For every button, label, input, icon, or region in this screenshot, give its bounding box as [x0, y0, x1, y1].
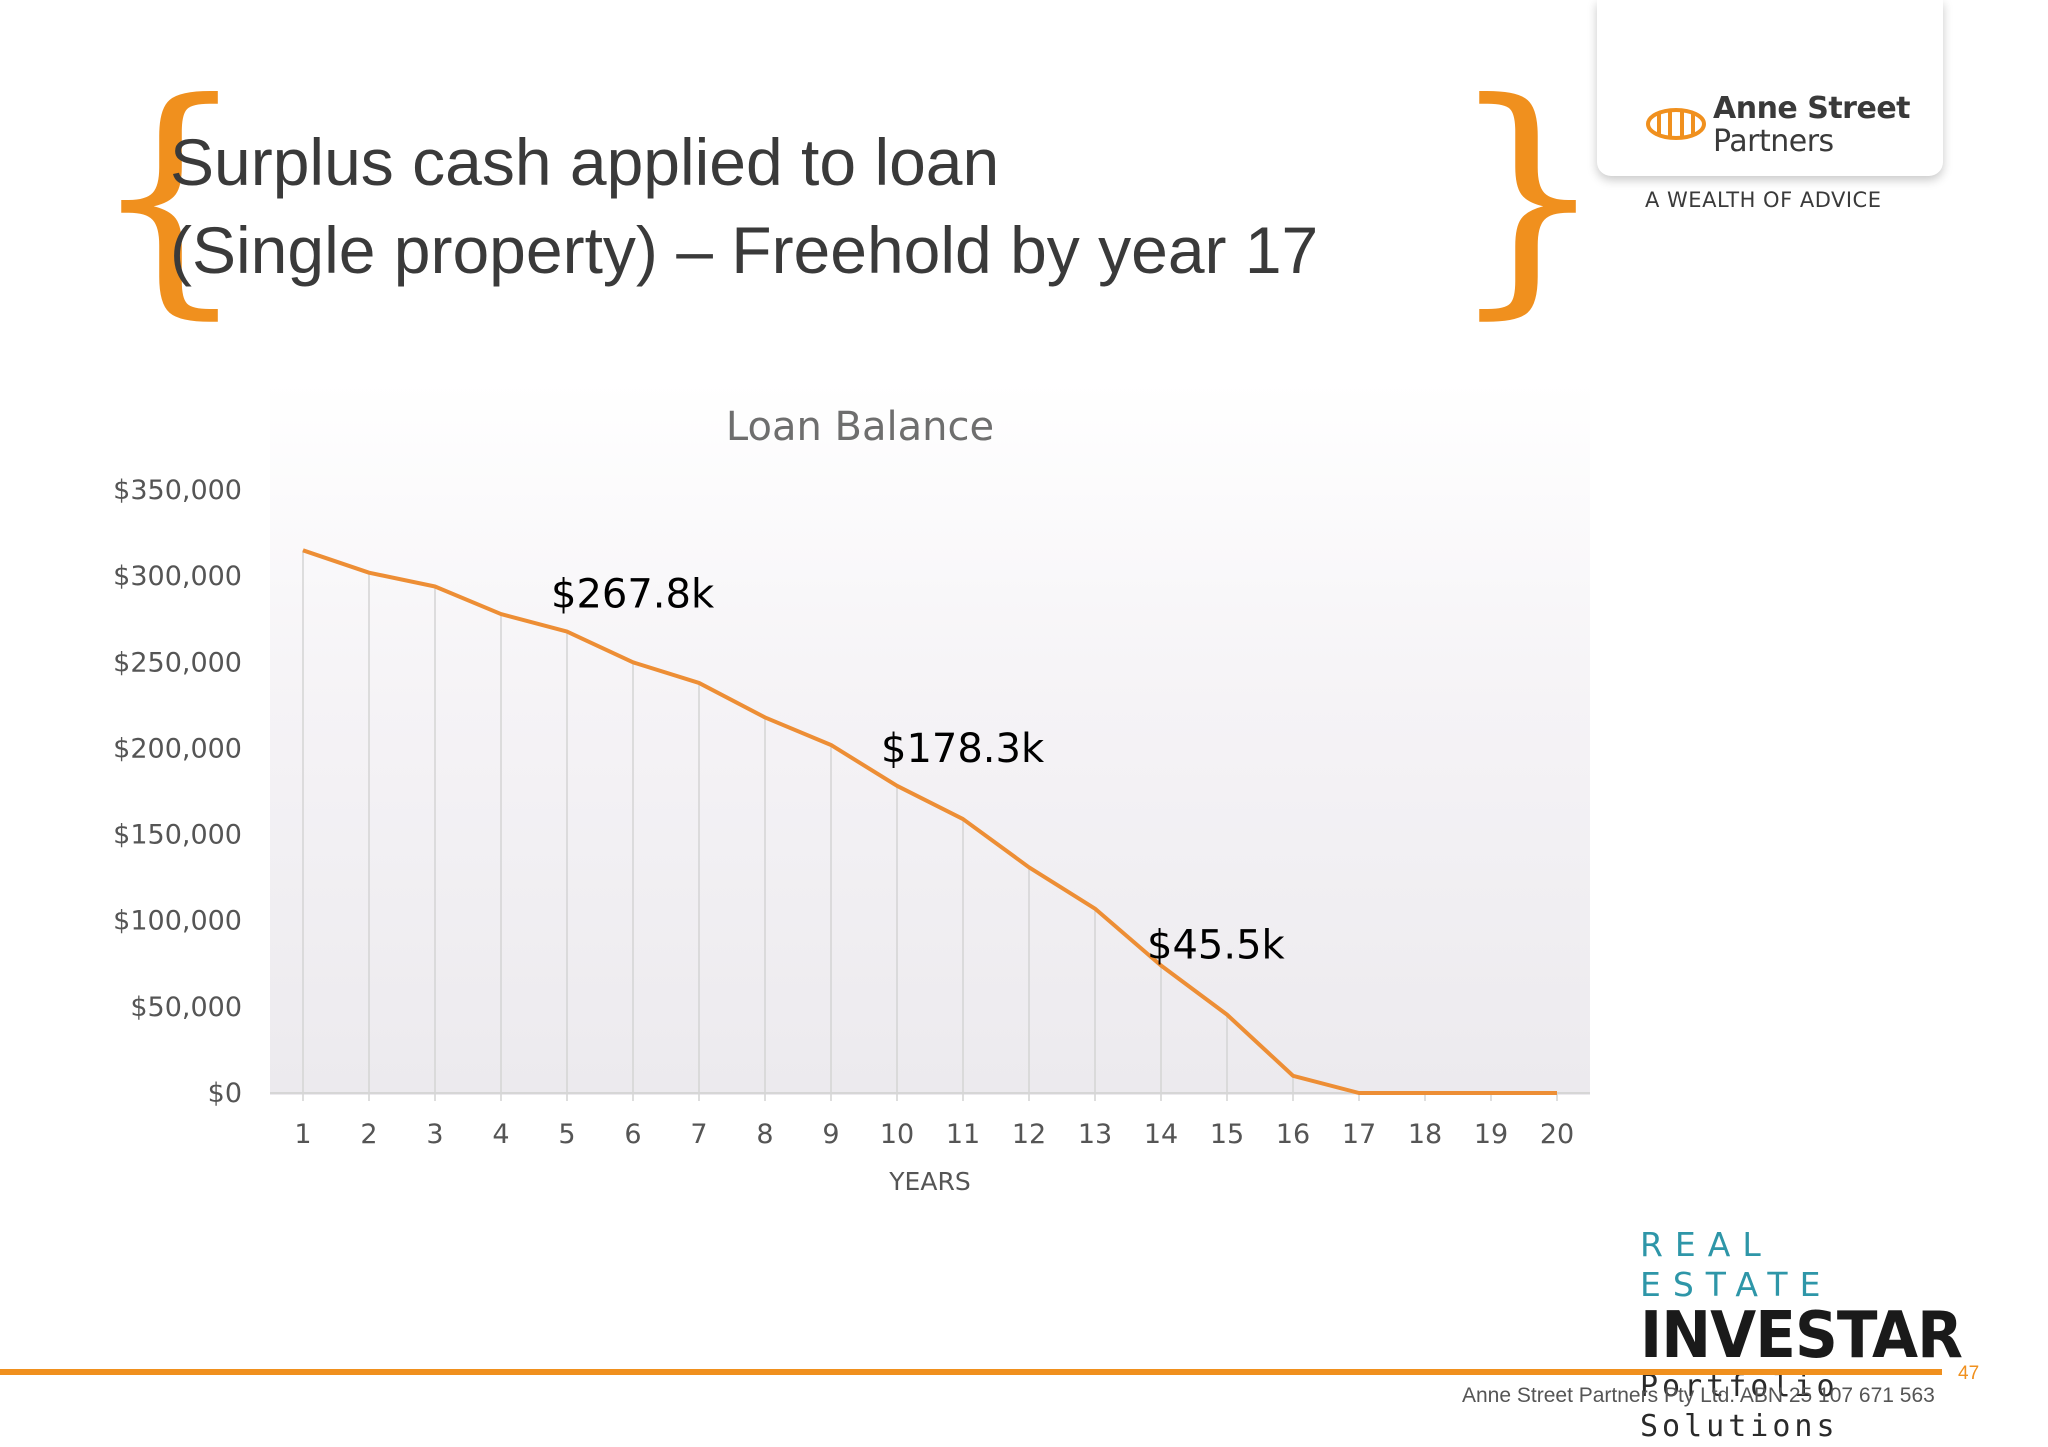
- logo-tagline: A WEALTH OF ADVICE: [1645, 188, 1882, 212]
- footer-rule: [0, 1369, 1942, 1375]
- x-tick-label: 19: [1474, 1119, 1508, 1150]
- x-tick-label: 9: [822, 1119, 839, 1150]
- slide-title-line2: (Single property) – Freehold by year 17: [170, 213, 1319, 287]
- slide-title-line1: Surplus cash applied to loan: [170, 125, 1000, 199]
- x-tick-label: 15: [1210, 1119, 1244, 1150]
- data-label: $267.8k: [551, 572, 715, 618]
- x-tick-label: 17: [1342, 1119, 1376, 1150]
- x-axis-label: YEARS: [888, 1167, 970, 1196]
- y-tick-label: $50,000: [130, 992, 242, 1023]
- loan-balance-chart: Loan Balance $0 $50,000 $100,000 $150,000 $2…: [113, 404, 1590, 1196]
- chart-plot-background: [270, 380, 1590, 1095]
- x-tick-label: 7: [690, 1119, 707, 1150]
- x-tick-label: 13: [1078, 1119, 1112, 1150]
- y-tick-label: $100,000: [113, 906, 242, 937]
- y-tick-label: $300,000: [113, 561, 242, 592]
- y-tick-label: $250,000: [113, 647, 242, 678]
- y-tick-label: $350,000: [113, 475, 242, 506]
- real-estate-investar-logo: REAL ESTATE INVESTAR Portfolio Solutions: [1640, 1225, 1980, 1447]
- x-tick-label: 18: [1408, 1119, 1442, 1150]
- y-tick-label: $200,000: [113, 733, 242, 764]
- logo-name: Anne Street Partners: [1713, 91, 1911, 159]
- anne-street-logo: Anne Street Partners: [1597, 0, 1943, 176]
- logo-name-line2: Partners: [1713, 124, 1834, 159]
- x-tick-label: 6: [624, 1119, 641, 1150]
- x-axis: 1 2 3 4 5 6 7 8 9 10 11 12 13 14 15 16 17 18 19 20: [294, 1119, 1574, 1150]
- logo-mark-icon: [1646, 108, 1706, 140]
- x-tick-label: 1: [294, 1119, 311, 1150]
- y-axis: $0 $50,000 $100,000 $150,000 $200,000 $250,00…: [113, 475, 242, 1109]
- x-tick-label: 5: [558, 1119, 575, 1150]
- page-number: 47: [1958, 1363, 1980, 1384]
- x-tick-label: 14: [1144, 1119, 1178, 1150]
- data-label: $178.3k: [881, 726, 1045, 772]
- y-tick-label: $150,000: [113, 820, 242, 851]
- x-tick-label: 4: [492, 1119, 509, 1150]
- footer-company-text: Anne Street Partners Pty Ltd. ABN 25 107…: [1462, 1384, 1935, 1407]
- x-tick-label: 2: [360, 1119, 377, 1150]
- x-tick-label: 12: [1012, 1119, 1046, 1150]
- x-tick-label: 20: [1540, 1119, 1574, 1150]
- right-brace: }: [1448, 49, 1608, 340]
- series-group: [302, 548, 1557, 1095]
- data-labels: $267.8k $178.3k $45.5k: [551, 572, 1286, 969]
- x-tick-label: 16: [1276, 1119, 1310, 1150]
- x-tick-label: 8: [756, 1119, 773, 1150]
- rei-logo-line1: REAL ESTATE: [1640, 1225, 1833, 1304]
- x-tick-label: 3: [426, 1119, 443, 1150]
- x-tick-label: 11: [946, 1119, 980, 1150]
- slide-title: Surplus cash applied to loan (Single pro…: [170, 118, 1318, 294]
- x-tick-label: 10: [880, 1119, 914, 1150]
- rei-logo-line2: INVESTAR: [1640, 1299, 1963, 1373]
- data-label: $45.5k: [1147, 923, 1286, 969]
- series-line: [302, 548, 1557, 1095]
- drop-lines: [302, 550, 1558, 1101]
- chart-title: Loan Balance: [726, 404, 994, 450]
- logo-name-line1: Anne Street: [1713, 91, 1911, 126]
- y-tick-label: $0: [208, 1078, 242, 1109]
- left-brace: {: [90, 49, 250, 340]
